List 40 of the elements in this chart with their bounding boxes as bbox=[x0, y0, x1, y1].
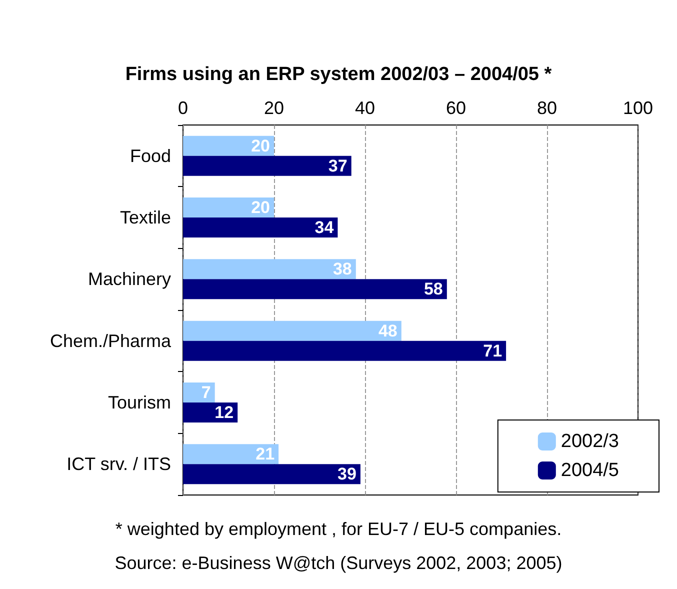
bar bbox=[183, 279, 447, 300]
y-tick-label: Textile bbox=[120, 208, 171, 228]
y-tick-label: ICT srv. / ITS bbox=[66, 454, 171, 474]
bar bbox=[183, 136, 274, 156]
data-label: 58 bbox=[424, 280, 443, 299]
bar bbox=[183, 156, 352, 176]
data-label: 38 bbox=[332, 260, 352, 279]
data-label: 20 bbox=[251, 136, 270, 156]
data-label: 20 bbox=[251, 198, 270, 217]
bar bbox=[183, 198, 274, 218]
y-tick-label: Chem./Pharma bbox=[50, 330, 172, 351]
text: * weighted by employment , for EU-7 / EU-5 companies. bbox=[115, 519, 562, 539]
x-tick-label: 40 bbox=[354, 98, 376, 118]
data-label: 71 bbox=[483, 341, 502, 360]
data-label: 37 bbox=[328, 156, 348, 176]
bar bbox=[183, 444, 279, 464]
x-tick-label: 0 bbox=[178, 98, 188, 118]
data-label: 12 bbox=[214, 403, 234, 422]
x-tick-label: 60 bbox=[446, 98, 466, 118]
bar bbox=[183, 218, 338, 238]
y-tick-label: Tourism bbox=[108, 392, 171, 412]
legend-label: 2002/3 bbox=[560, 431, 620, 452]
x-tick-label: 20 bbox=[264, 98, 284, 118]
x-tick-label: 80 bbox=[536, 98, 558, 118]
x-tick-label: 100 bbox=[622, 98, 654, 118]
bar bbox=[183, 382, 215, 402]
data-label: 48 bbox=[378, 321, 398, 340]
data-label: 39 bbox=[338, 464, 356, 484]
y-tick-label: Food bbox=[130, 146, 171, 166]
data-label: 21 bbox=[256, 444, 275, 464]
y-tick-label: Machinery bbox=[88, 269, 171, 290]
bar bbox=[183, 259, 356, 280]
data-label: 7 bbox=[201, 383, 211, 402]
source-note: Source: e-Business W@tch (Surveys 2002, 2003; 2005) bbox=[114, 553, 562, 573]
bar bbox=[183, 340, 506, 361]
legend-label: 2004/5 bbox=[560, 460, 620, 481]
data-label: 34 bbox=[314, 218, 334, 237]
bar bbox=[183, 464, 360, 484]
chart-title: Firms using an ERP system 2002/03 – 2004/05 * bbox=[125, 64, 552, 85]
bar bbox=[183, 320, 402, 341]
